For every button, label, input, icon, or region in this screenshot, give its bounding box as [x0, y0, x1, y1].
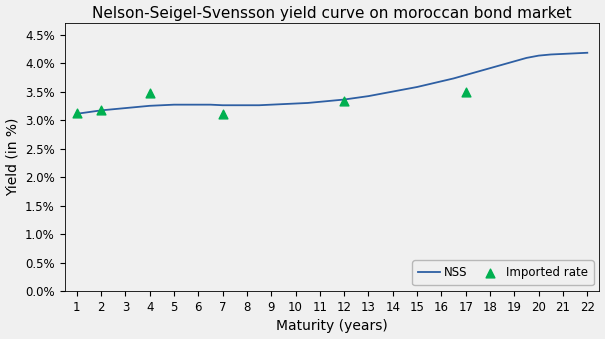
- NSS: [316, 100, 324, 104]
- Title: Nelson-Seigel-Svensson yield curve on moroccan bond market: Nelson-Seigel-Svensson yield curve on mo…: [92, 5, 572, 21]
- NSS: [219, 103, 226, 107]
- NSS: [353, 96, 360, 100]
- NSS: [329, 99, 336, 103]
- NSS: [389, 89, 396, 94]
- NSS: [413, 85, 420, 89]
- NSS: [97, 108, 105, 113]
- NSS: [243, 103, 250, 107]
- NSS: [511, 59, 518, 63]
- NSS: [85, 110, 93, 114]
- NSS: [535, 54, 542, 58]
- NSS: [462, 73, 469, 77]
- NSS: [486, 66, 494, 70]
- NSS: [122, 106, 129, 110]
- Imported rate: [72, 110, 82, 115]
- NSS: [560, 52, 567, 56]
- NSS: [110, 107, 117, 111]
- Imported rate: [218, 112, 227, 117]
- Line: NSS: NSS: [77, 53, 587, 114]
- NSS: [267, 103, 275, 107]
- NSS: [280, 102, 287, 106]
- NSS: [207, 103, 214, 107]
- Imported rate: [339, 99, 349, 104]
- NSS: [134, 105, 141, 109]
- NSS: [474, 69, 482, 74]
- NSS: [158, 103, 165, 107]
- NSS: [171, 103, 178, 107]
- NSS: [292, 101, 299, 105]
- NSS: [304, 101, 312, 105]
- NSS: [255, 103, 263, 107]
- Legend: NSS, Imported rate: NSS, Imported rate: [413, 260, 594, 285]
- NSS: [231, 103, 238, 107]
- NSS: [572, 51, 579, 55]
- NSS: [365, 94, 372, 98]
- NSS: [341, 98, 348, 102]
- NSS: [523, 56, 530, 60]
- NSS: [584, 51, 591, 55]
- NSS: [426, 82, 433, 86]
- NSS: [450, 76, 457, 80]
- Imported rate: [145, 90, 154, 95]
- Y-axis label: Yield (in %): Yield (in %): [5, 118, 19, 196]
- NSS: [401, 87, 408, 91]
- NSS: [377, 92, 384, 96]
- Imported rate: [461, 89, 471, 94]
- X-axis label: Maturity (years): Maturity (years): [276, 319, 388, 334]
- NSS: [183, 103, 190, 107]
- NSS: [547, 53, 554, 57]
- NSS: [73, 112, 80, 116]
- Imported rate: [96, 108, 106, 113]
- NSS: [438, 79, 445, 83]
- NSS: [195, 103, 202, 107]
- NSS: [146, 104, 153, 108]
- NSS: [499, 63, 506, 67]
